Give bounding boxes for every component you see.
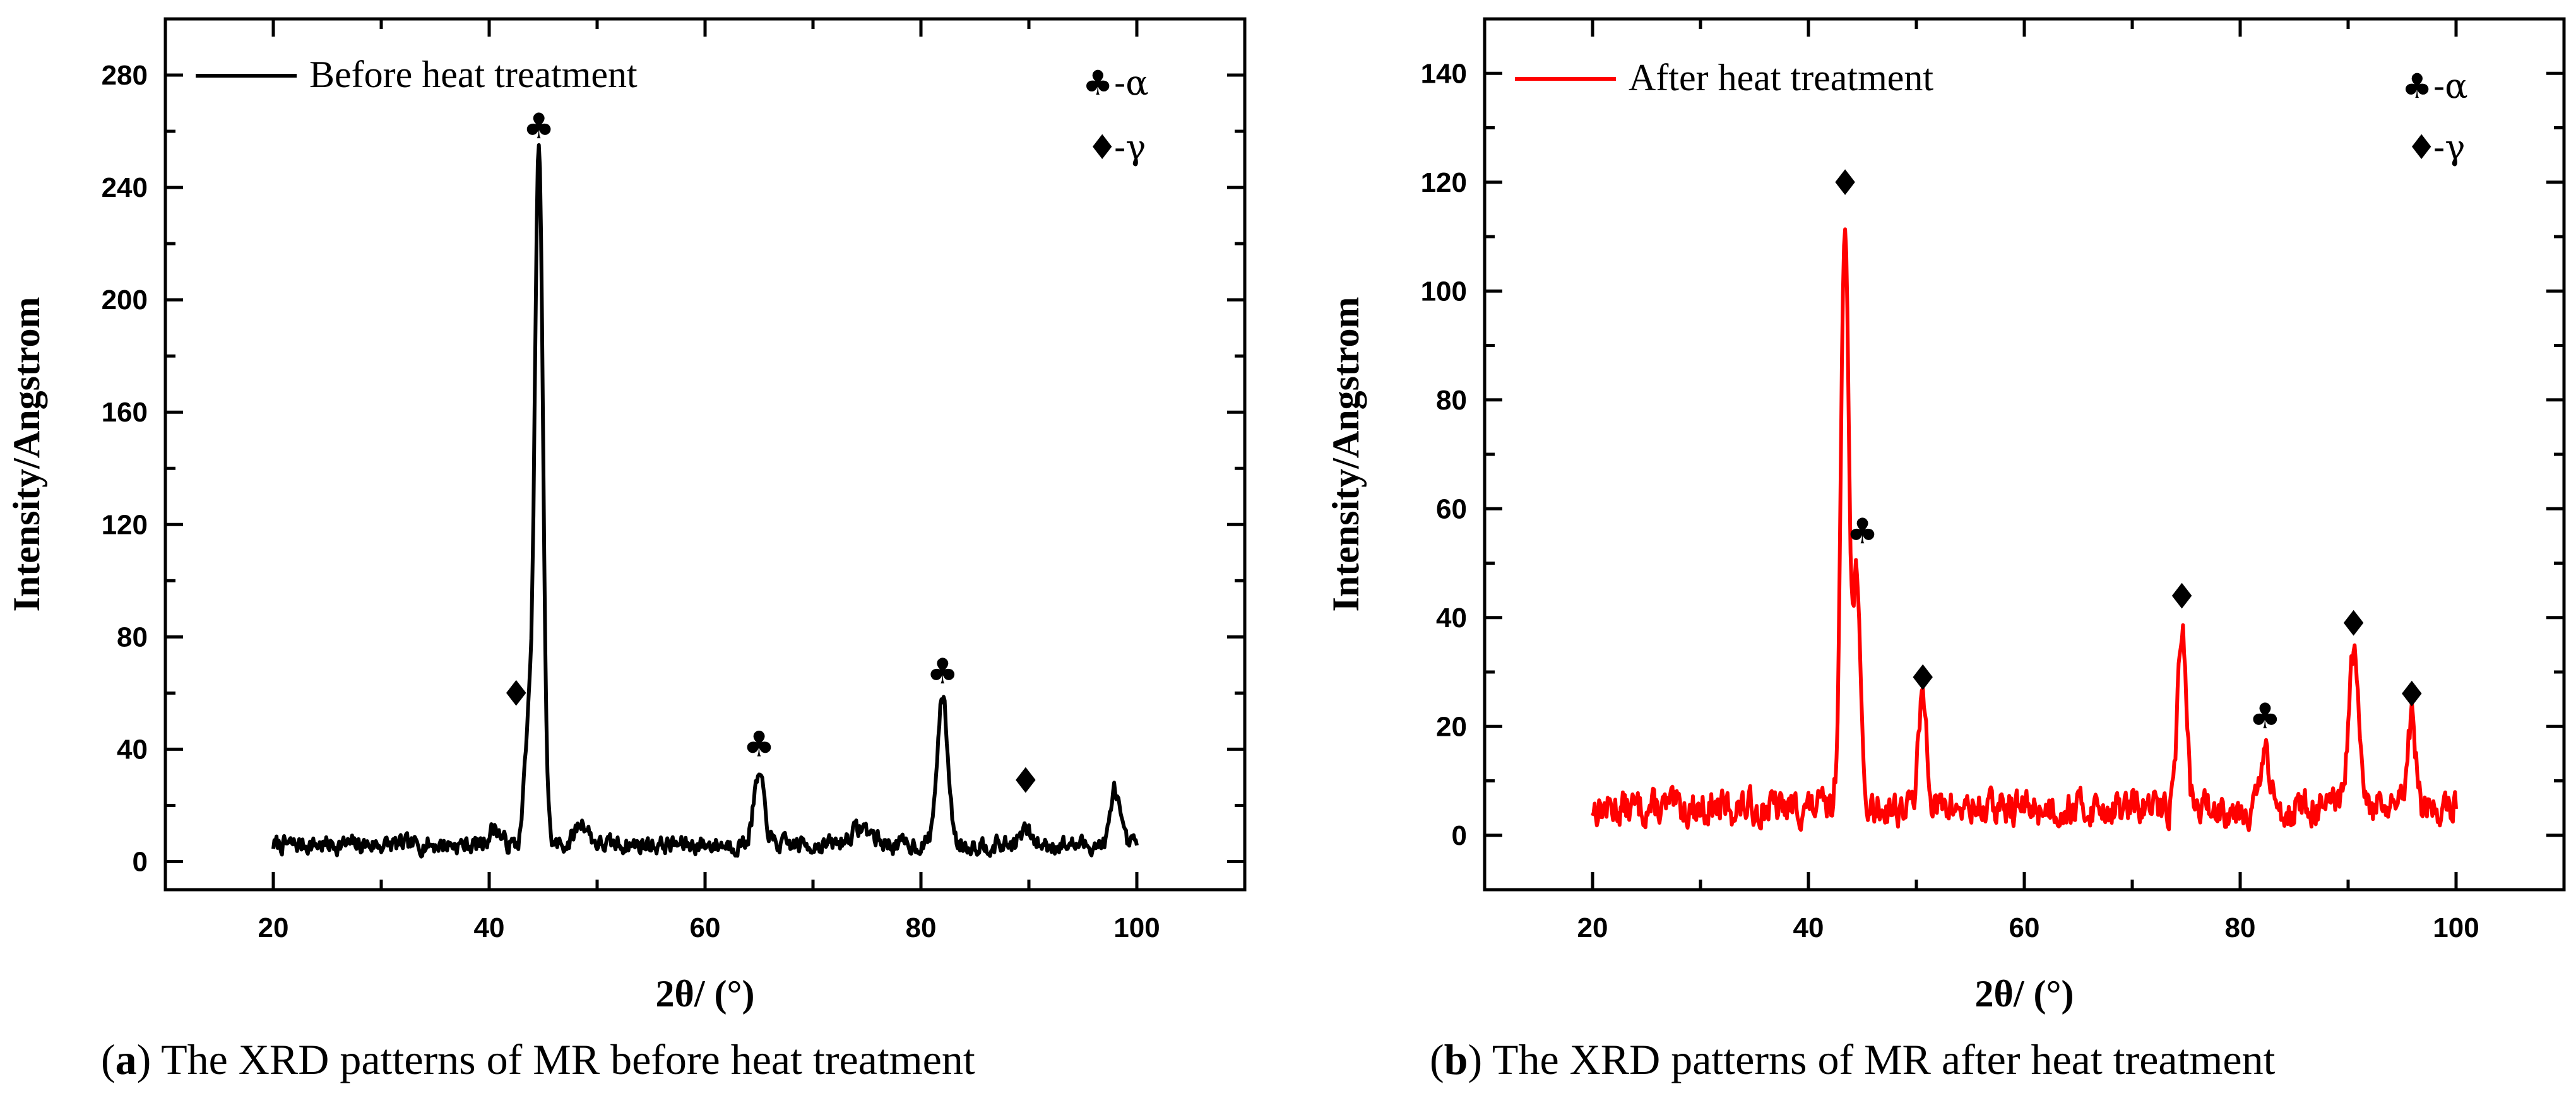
y-tick-label: 200 (102, 285, 148, 315)
y-tick-label: 120 (102, 509, 148, 540)
xrd-line-before (271, 143, 1139, 859)
gamma-peak-marker: ♦ (2396, 675, 2428, 716)
plot-frame (1483, 17, 2566, 892)
x-tick-label: 40 (474, 912, 505, 943)
caption-a-letter: a (115, 1035, 137, 1083)
alpha-peak-marker: ♣ (927, 651, 958, 692)
legend-label: Before heat treatment (309, 54, 638, 95)
x-tick-label: 20 (258, 912, 289, 943)
y-tick-label: 20 (1436, 711, 1467, 742)
key-gamma-symbol: ♦ (2406, 127, 2437, 167)
y-tick-label: 0 (1452, 820, 1467, 851)
x-axis-title: 2θ/ (°) (656, 973, 755, 1015)
caption-a-text: The XRD patterns of MR before heat treat… (161, 1035, 975, 1083)
y-tick-label: 120 (1421, 167, 1467, 198)
y-axis-title: Intensity/Angstrom (1325, 297, 1367, 612)
y-tick-label: 60 (1436, 493, 1467, 524)
phase-key: ♣ -α ♦ -γ (1083, 63, 1149, 167)
panel-a-chart: 20 40 60 80 100 0 40 80 120 160 200 240 280 ♦ ♣ ♣ ♣ ♦ B… (6, 17, 1247, 1015)
x-tick-label: 60 (690, 912, 721, 943)
key-gamma-label: -γ (2433, 127, 2466, 167)
y-tick-label: 80 (117, 622, 148, 652)
y-axis-title: Intensity/Angstrom (6, 297, 47, 612)
x-tick-label: 100 (1113, 912, 1160, 943)
panel-b-chart: 20 40 60 80 100 0 20 40 60 80 100 120 140 ♦ ♣ ♦ ♦ ♣ ♦ ♦ A… (1325, 17, 2566, 1015)
axis-ticks (165, 17, 1245, 890)
x-tick-label: 20 (1577, 912, 1608, 943)
gamma-peak-marker: ♦ (1010, 760, 1042, 801)
key-gamma-symbol: ♦ (1087, 127, 1117, 167)
x-tick-label: 100 (2433, 912, 2479, 943)
plot-frame (163, 17, 1247, 892)
key-alpha-label: -α (1114, 63, 1149, 103)
peak-markers: ♦ ♣ ♦ ♦ ♣ ♦ ♦ (1829, 163, 2428, 737)
alpha-peak-marker: ♣ (2249, 696, 2281, 737)
y-tick-label: 80 (1436, 385, 1467, 416)
x-tick-label: 60 (2009, 912, 2040, 943)
alpha-peak-marker: ♣ (523, 106, 555, 147)
gamma-peak-marker: ♦ (1829, 163, 1861, 204)
x-tick-label: 80 (906, 912, 937, 943)
xrd-line-after (1591, 227, 2458, 832)
y-tick-labels: 0 20 40 60 80 100 120 140 (1421, 58, 1467, 851)
key-gamma-label: -γ (1114, 127, 1146, 167)
y-tick-label: 0 (133, 846, 148, 877)
key-alpha-symbol: ♣ (1083, 63, 1113, 103)
y-tick-label: 40 (117, 734, 148, 765)
phase-key: ♣ -α ♦ -γ (2402, 66, 2468, 167)
gamma-peak-marker: ♦ (2166, 576, 2198, 617)
axis-ticks (1485, 17, 2564, 890)
x-tick-labels: 20 40 60 80 100 (258, 912, 1160, 943)
y-tick-label: 240 (102, 172, 148, 203)
gamma-peak-marker: ♦ (2337, 603, 2369, 644)
y-tick-label: 140 (1421, 58, 1467, 89)
y-tick-label: 100 (1421, 276, 1467, 307)
caption-b-text: The XRD patterns of MR after heat treatm… (1492, 1035, 2276, 1083)
key-alpha-label: -α (2433, 66, 2468, 106)
y-tick-label: 40 (1436, 603, 1467, 634)
x-tick-labels: 20 40 60 80 100 (1577, 912, 2479, 943)
y-tick-label: 160 (102, 397, 148, 428)
key-alpha-symbol: ♣ (2402, 66, 2432, 106)
alpha-peak-marker: ♣ (1846, 511, 1878, 552)
caption-b-letter: b (1444, 1035, 1468, 1083)
y-tick-label: 280 (102, 60, 148, 91)
y-tick-labels: 0 40 80 120 160 200 240 280 (102, 60, 148, 877)
legend-label: After heat treatment (1629, 57, 1933, 98)
x-tick-label: 80 (2225, 912, 2256, 943)
x-axis-title: 2θ/ (°) (1975, 973, 2074, 1015)
peak-markers: ♦ ♣ ♣ ♣ ♦ (501, 106, 1042, 801)
alpha-peak-marker: ♣ (743, 724, 775, 765)
x-tick-label: 40 (1793, 912, 1824, 943)
caption-a: (a) The XRD patterns of MR before heat t… (101, 1035, 975, 1083)
gamma-peak-marker: ♦ (1907, 658, 1938, 699)
caption-b: (b) The XRD patterns of MR after heat tr… (1430, 1035, 2276, 1083)
gamma-peak-marker: ♦ (501, 673, 532, 714)
